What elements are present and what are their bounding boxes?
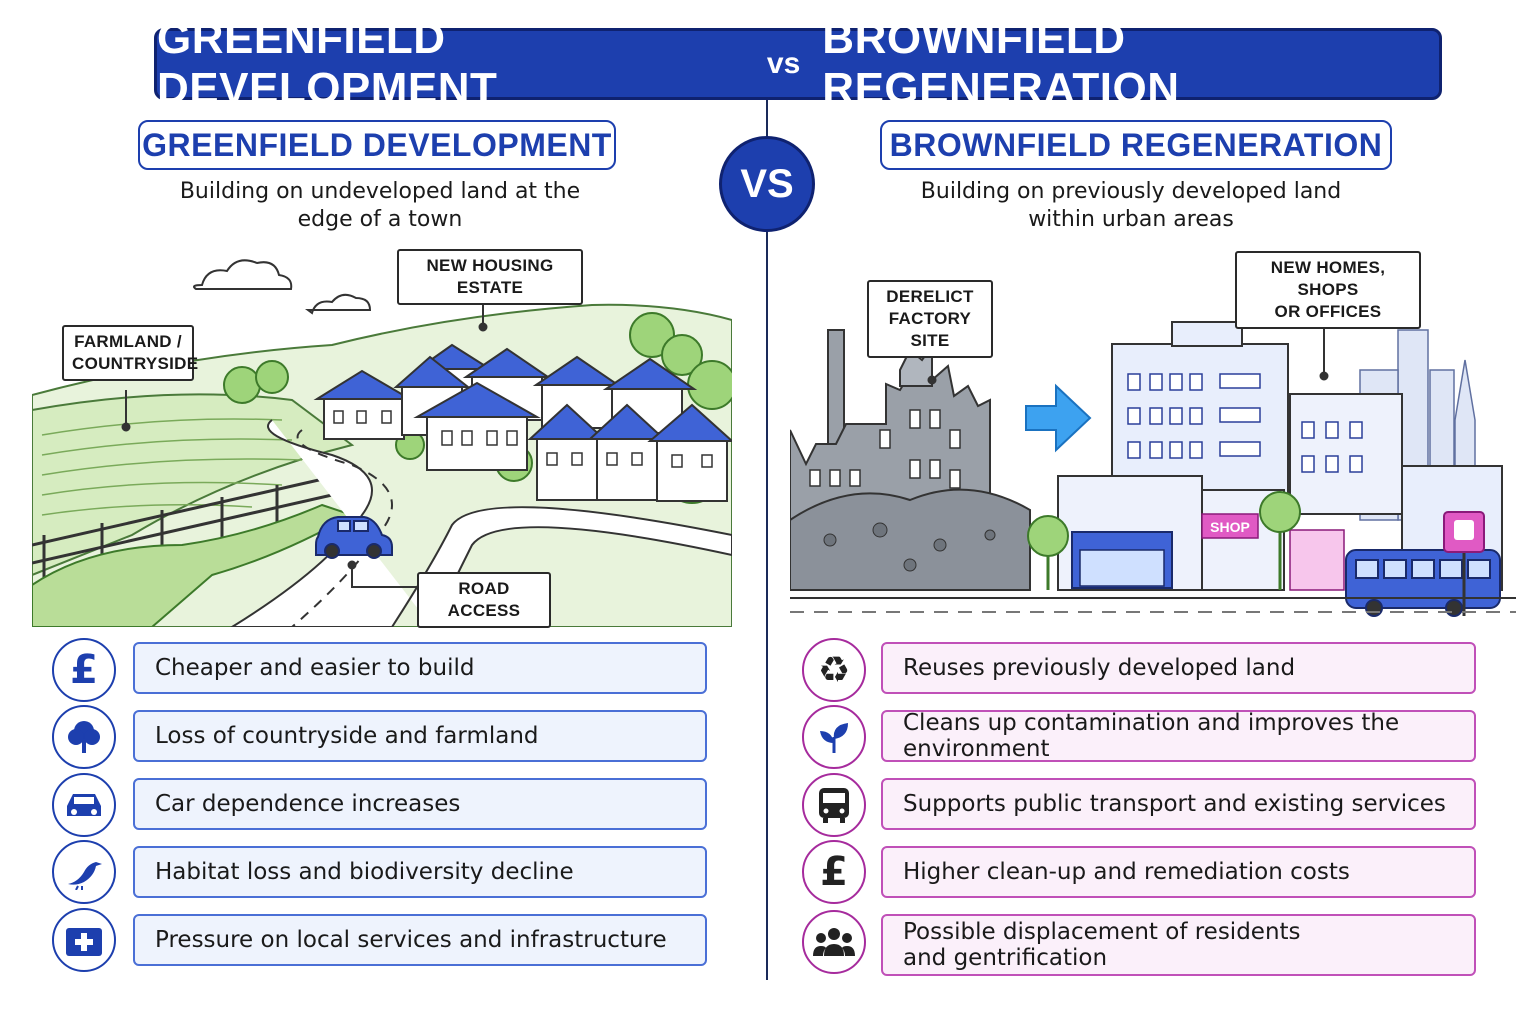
people-icon: [802, 910, 866, 974]
cloud-icon: [193, 259, 293, 290]
brownfield-point-2: Cleans up contamination and improves the…: [881, 710, 1476, 762]
vs-badge: VS: [719, 136, 815, 232]
pound-icon: £: [802, 840, 866, 904]
shop-sign: SHOP: [1210, 519, 1250, 535]
factory-callout: DERELICT FACTORY SITE: [867, 280, 993, 358]
greenfield-point-2: Loss of countryside and farmland: [133, 710, 707, 762]
brownfield-illustration: [790, 304, 1516, 617]
greenfield-point-5: Pressure on local services and infrastru…: [133, 914, 707, 966]
brownfield-title: BROWNFIELD REGENERATION: [880, 120, 1392, 170]
brownfield-subtitle-line1: Building on previously developed land: [920, 179, 1342, 204]
cloud-icon: [305, 293, 372, 315]
center-divider: [766, 100, 768, 980]
road-callout: ROAD ACCESS: [417, 572, 551, 628]
bus-icon: [802, 773, 866, 837]
header-vs: vs: [766, 47, 801, 80]
brownfield-point-1: Reuses previously developed land: [881, 642, 1476, 694]
brownfield-subtitle-line2: within urban areas: [1028, 207, 1234, 232]
pound-icon: £: [52, 638, 116, 702]
medical-cross-icon: [52, 908, 116, 972]
greenfield-point-3: Car dependence increases: [133, 778, 707, 830]
header-right-title: BROWNFIELD REGENERATION: [822, 14, 1180, 113]
recycle-icon: ♻: [802, 638, 866, 702]
brownfield-point-3: Supports public transport and existing s…: [881, 778, 1476, 830]
brownfield-point-4: Higher clean-up and remediation costs: [881, 846, 1476, 898]
greenfield-title: GREENFIELD DEVELOPMENT: [138, 120, 616, 170]
car: [315, 516, 393, 559]
greenfield-subtitle-line2: edge of a town: [297, 207, 463, 232]
homes-callout: NEW HOMES, SHOPS OR OFFICES: [1235, 251, 1421, 329]
brownfield-point-5: Possible displacement of residents and g…: [881, 914, 1476, 976]
greenfield-subtitle: Building on undeveloped land at the edge…: [130, 178, 630, 234]
leaf-icon: [802, 705, 866, 769]
bus: [1345, 549, 1501, 617]
brownfield-subtitle: Building on previously developed land wi…: [880, 178, 1382, 234]
tree-icon: [52, 705, 116, 769]
greenfield-point-4: Habitat loss and biodiversity decline: [133, 846, 707, 898]
bird-icon: [52, 840, 116, 904]
farmland-callout: FARMLAND / COUNTRYSIDE: [62, 325, 198, 381]
car-icon: [52, 773, 116, 837]
header-left-title: GREENFIELD DEVELOPMENT: [157, 14, 498, 113]
greenfield-illustration: [32, 259, 732, 627]
greenfield-point-1: Cheaper and easier to build: [133, 642, 707, 694]
housing-callout: NEW HOUSING ESTATE: [397, 249, 583, 305]
header-banner: GREENFIELD DEVELOPMENT vs BROWNFIELD REG…: [154, 14, 1442, 113]
greenfield-subtitle-line1: Building on undeveloped land at the: [179, 179, 581, 204]
